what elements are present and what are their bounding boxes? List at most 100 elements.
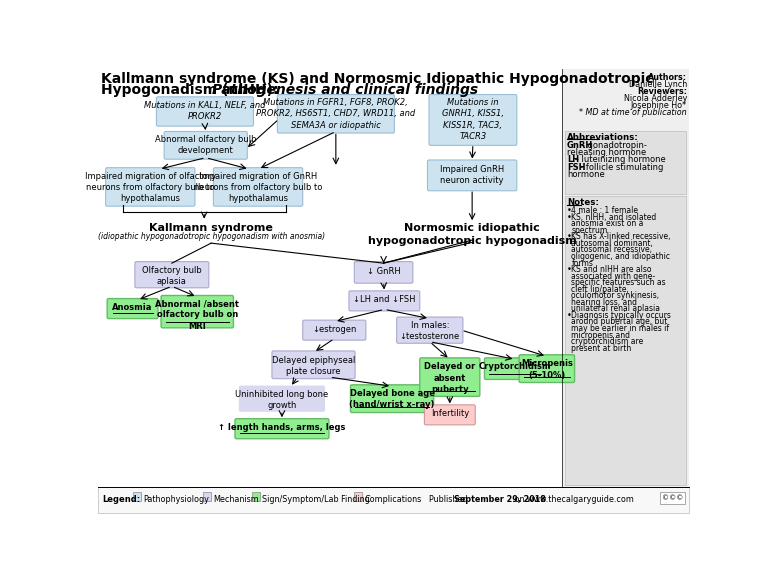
FancyBboxPatch shape bbox=[239, 385, 325, 412]
FancyBboxPatch shape bbox=[214, 168, 303, 206]
Text: KS, nIHH, and isolated: KS, nIHH, and isolated bbox=[571, 213, 657, 222]
Text: specific features such as: specific features such as bbox=[571, 278, 666, 287]
Text: ↓estrogen: ↓estrogen bbox=[312, 325, 356, 334]
Text: Anosmia: Anosmia bbox=[112, 303, 153, 312]
Text: Diagnosis typically occurs: Diagnosis typically occurs bbox=[571, 311, 671, 320]
Text: may be earlier in males if: may be earlier in males if bbox=[571, 324, 670, 333]
Text: Delayed or
absent
puberty: Delayed or absent puberty bbox=[424, 362, 475, 393]
FancyBboxPatch shape bbox=[350, 385, 434, 412]
FancyBboxPatch shape bbox=[235, 419, 329, 439]
Text: Nicola Adderley: Nicola Adderley bbox=[624, 94, 687, 103]
Text: Normosmic idiopathic
hypogonadotropic hypogonadism: Normosmic idiopathic hypogonadotropic hy… bbox=[368, 223, 577, 245]
Text: Legend:: Legend: bbox=[102, 495, 140, 504]
FancyBboxPatch shape bbox=[428, 160, 517, 191]
Text: autosomal recessive,: autosomal recessive, bbox=[571, 245, 653, 255]
Text: Hypogonadism (nIHH):: Hypogonadism (nIHH): bbox=[101, 83, 283, 97]
Text: September 29, 2018: September 29, 2018 bbox=[454, 495, 545, 504]
Text: •: • bbox=[567, 311, 571, 320]
Text: - follicle stimulating: - follicle stimulating bbox=[575, 162, 664, 172]
Text: Reviewers:: Reviewers: bbox=[637, 87, 687, 96]
FancyBboxPatch shape bbox=[519, 355, 574, 382]
Text: •: • bbox=[567, 232, 571, 241]
Text: GnRH: GnRH bbox=[567, 141, 593, 150]
Text: Mechanism: Mechanism bbox=[214, 495, 259, 504]
Text: Notes:: Notes: bbox=[567, 199, 599, 207]
Text: – luteinizing hormone: – luteinizing hormone bbox=[572, 156, 666, 164]
Text: releasing hormone: releasing hormone bbox=[567, 148, 646, 157]
Text: forms: forms bbox=[571, 259, 594, 267]
Text: Mutations in KAL1, NELF, and
PROKR2: Mutations in KAL1, NELF, and PROKR2 bbox=[144, 101, 266, 121]
Text: Mutations in FGFR1, FGF8, PROK2,
PROKR2, HS6ST1, CHD7, WRD11, and
SEMA3A or idio: Mutations in FGFR1, FGF8, PROK2, PROKR2,… bbox=[257, 98, 415, 130]
Text: spectrum: spectrum bbox=[571, 226, 607, 235]
Text: associated with gene-: associated with gene- bbox=[571, 272, 656, 281]
FancyBboxPatch shape bbox=[272, 351, 355, 378]
FancyBboxPatch shape bbox=[277, 94, 395, 133]
Text: Josephine Ho*: Josephine Ho* bbox=[631, 101, 687, 109]
FancyBboxPatch shape bbox=[349, 291, 420, 311]
Text: FSH: FSH bbox=[567, 162, 585, 172]
FancyBboxPatch shape bbox=[108, 298, 158, 319]
Text: ↓ GnRH: ↓ GnRH bbox=[366, 267, 400, 276]
Text: Uninhibited long bone
growth: Uninhibited long bone growth bbox=[235, 390, 329, 410]
Text: Abnormal /absent
olfactory bulb on
MRI: Abnormal /absent olfactory bulb on MRI bbox=[155, 300, 240, 331]
Bar bbox=[204, 492, 211, 501]
FancyBboxPatch shape bbox=[354, 262, 413, 283]
Text: Cryptorchidism: Cryptorchidism bbox=[479, 362, 551, 372]
Text: LH: LH bbox=[567, 156, 579, 164]
Text: present at birth: present at birth bbox=[571, 344, 632, 353]
FancyBboxPatch shape bbox=[420, 358, 480, 396]
FancyBboxPatch shape bbox=[303, 320, 366, 340]
Bar bbox=[252, 492, 260, 501]
Text: ©©©: ©©© bbox=[662, 495, 683, 501]
Text: Impaired migration of GnRH
neurons from olfactory bulb to
hypothalamus: Impaired migration of GnRH neurons from … bbox=[194, 172, 323, 203]
Text: ↓LH and ↓FSH: ↓LH and ↓FSH bbox=[353, 295, 415, 305]
Text: Kallmann syndrome (KS) and Normosmic Idiopathic Hypogonadotropic: Kallmann syndrome (KS) and Normosmic Idi… bbox=[101, 72, 654, 86]
Text: Abbreviations:: Abbreviations: bbox=[567, 133, 639, 142]
Text: Impaired GnRH
neuron activity: Impaired GnRH neuron activity bbox=[440, 165, 505, 185]
Text: oculomotor synkinesis,: oculomotor synkinesis, bbox=[571, 291, 660, 300]
Text: (idiopathic hypogonadotropic hypogonadism with anosmia): (idiopathic hypogonadotropic hypogonadis… bbox=[98, 232, 325, 241]
Text: Olfactory bulb
aplasia: Olfactory bulb aplasia bbox=[142, 266, 202, 286]
Text: Delayed epiphyseal
plate closure: Delayed epiphyseal plate closure bbox=[272, 355, 356, 376]
Text: ↑ length hands, arms, legs: ↑ length hands, arms, legs bbox=[218, 423, 346, 433]
Text: KS has X-linked recessive,: KS has X-linked recessive, bbox=[571, 232, 671, 241]
FancyBboxPatch shape bbox=[425, 405, 475, 425]
Text: cleft lip/palate,: cleft lip/palate, bbox=[571, 285, 629, 294]
Text: Abnormal olfactory bulb
development: Abnormal olfactory bulb development bbox=[155, 135, 257, 156]
Bar bbox=[564, 131, 686, 194]
Text: Authors:: Authors: bbox=[648, 73, 687, 82]
FancyBboxPatch shape bbox=[397, 317, 463, 343]
Text: micropenis and: micropenis and bbox=[571, 331, 631, 339]
Text: – gonadotropin-: – gonadotropin- bbox=[578, 141, 647, 150]
Text: Impaired migration of olfactory
neurons from olfactory bulb to
hypothalamus: Impaired migration of olfactory neurons … bbox=[84, 172, 216, 203]
FancyBboxPatch shape bbox=[161, 295, 233, 328]
Text: Danielle Lynch: Danielle Lynch bbox=[629, 80, 687, 89]
Bar bbox=[134, 492, 141, 501]
Text: Delayed bone age
(hand/wrist x-ray): Delayed bone age (hand/wrist x-ray) bbox=[349, 389, 435, 409]
Text: •: • bbox=[567, 206, 571, 215]
FancyBboxPatch shape bbox=[485, 358, 546, 380]
Text: •: • bbox=[567, 265, 571, 274]
FancyBboxPatch shape bbox=[164, 131, 247, 159]
Text: KS and nIHH are also: KS and nIHH are also bbox=[571, 265, 652, 274]
Text: around pubertal age, but: around pubertal age, but bbox=[571, 317, 668, 327]
FancyBboxPatch shape bbox=[157, 97, 253, 126]
Bar bbox=[564, 196, 686, 485]
Bar bbox=[98, 487, 690, 513]
Text: autosomal dominant,: autosomal dominant, bbox=[571, 239, 654, 248]
Text: 4 male : 1 female: 4 male : 1 female bbox=[571, 206, 638, 215]
FancyBboxPatch shape bbox=[135, 262, 209, 288]
Text: Kallmann syndrome: Kallmann syndrome bbox=[149, 223, 273, 233]
Bar bbox=[660, 492, 684, 504]
Text: hearing loss, and: hearing loss, and bbox=[571, 298, 637, 307]
Text: anosmia exist on a: anosmia exist on a bbox=[571, 219, 644, 228]
Text: Complications: Complications bbox=[364, 495, 422, 504]
Text: * MD at time of publication: * MD at time of publication bbox=[579, 108, 687, 116]
Bar bbox=[562, 69, 690, 487]
Text: Pathophysiology: Pathophysiology bbox=[144, 495, 209, 504]
Text: Published: Published bbox=[429, 495, 470, 504]
Text: Micropenis
(5-10%): Micropenis (5-10%) bbox=[521, 359, 573, 380]
Text: cryptorchidism are: cryptorchidism are bbox=[571, 337, 644, 346]
FancyBboxPatch shape bbox=[429, 94, 517, 145]
Bar bbox=[354, 492, 362, 501]
